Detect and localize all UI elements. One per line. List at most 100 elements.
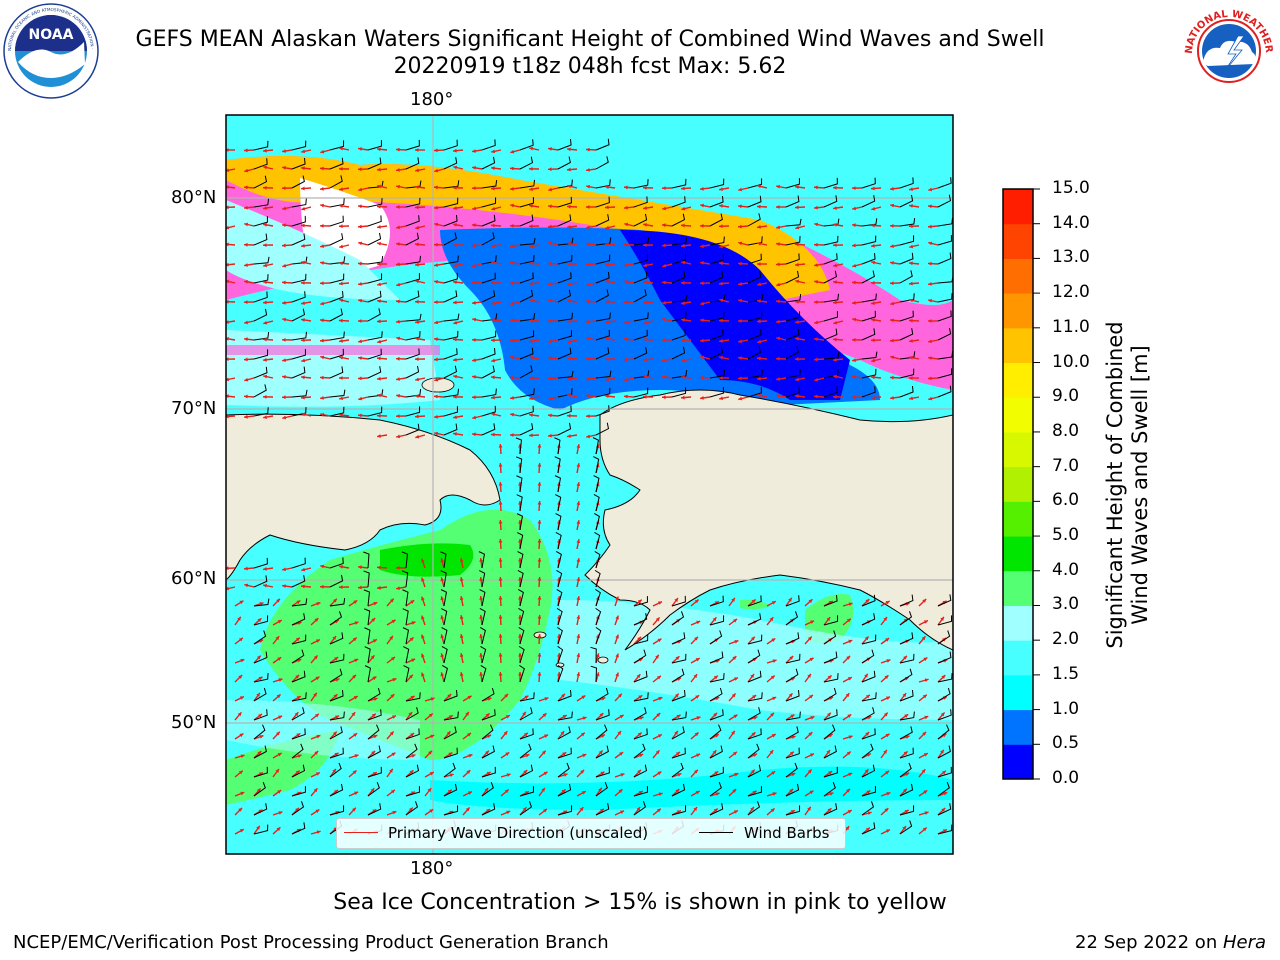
wave-arrow-head bbox=[789, 656, 794, 660]
colorbar-tick-label: 0.5 bbox=[1052, 733, 1080, 754]
wave-arrow-head bbox=[244, 566, 248, 571]
wave-arrow-head bbox=[560, 731, 565, 736]
wind-barb bbox=[367, 745, 381, 759]
wind-barb bbox=[709, 329, 724, 341]
wind-barb bbox=[405, 743, 418, 759]
wave-arrow-head bbox=[567, 299, 571, 303]
wave-arrow-head bbox=[396, 414, 400, 419]
wave-arrow-head bbox=[301, 206, 306, 211]
wind-barb bbox=[403, 665, 410, 683]
wind-barb bbox=[367, 157, 382, 170]
wind-barb bbox=[329, 632, 344, 645]
wind-barb bbox=[519, 423, 534, 436]
wind-barb bbox=[785, 747, 800, 759]
wind-barb bbox=[595, 289, 609, 303]
title-line-2: 20220919 t18z 048h fcst Max: 5.62 bbox=[393, 54, 787, 79]
wave-arrow-head bbox=[601, 696, 606, 701]
wind-barb bbox=[937, 824, 953, 835]
wave-arrow-head bbox=[738, 187, 743, 192]
wave-arrow-head bbox=[537, 558, 542, 562]
wave-arrow-head bbox=[719, 187, 723, 192]
wave-arrow-head bbox=[624, 377, 629, 382]
wave-arrow-head bbox=[320, 584, 324, 589]
wind-barb bbox=[937, 310, 952, 322]
colorbar-tick-label: 10.0 bbox=[1052, 351, 1090, 372]
colorbar-tick-label: 1.0 bbox=[1052, 698, 1080, 719]
wave-arrow-head bbox=[498, 482, 503, 486]
wave-arrow-head bbox=[828, 601, 833, 605]
wave-arrow-head bbox=[828, 771, 833, 775]
wind-barb bbox=[899, 611, 913, 626]
wind-barb bbox=[671, 178, 687, 189]
wind-barb bbox=[899, 194, 914, 208]
wind-barb bbox=[253, 575, 268, 588]
wave-arrow-head bbox=[377, 299, 381, 303]
wind-barb bbox=[443, 762, 456, 778]
wave-arrow-head bbox=[529, 318, 533, 323]
wind-barb bbox=[519, 255, 535, 265]
wave-arrow-head bbox=[448, 715, 453, 719]
wave-arrow-head bbox=[301, 584, 305, 589]
wave-arrow-head bbox=[244, 242, 248, 247]
wave-arrow-head bbox=[296, 600, 301, 605]
wave-arrow-head bbox=[278, 811, 283, 815]
wave-arrow-head bbox=[358, 356, 362, 360]
wind-barb bbox=[671, 668, 685, 683]
wave-arrow-head bbox=[719, 298, 724, 303]
wave-arrow-head bbox=[411, 658, 416, 663]
wave-arrow-head bbox=[580, 732, 585, 737]
wave-arrow-head bbox=[852, 337, 856, 342]
wind-barb bbox=[671, 370, 688, 379]
wave-arrow-head bbox=[373, 734, 378, 739]
wind-barb bbox=[329, 653, 345, 664]
wave-arrow-head bbox=[940, 712, 945, 717]
wave-arrow-head bbox=[244, 414, 248, 419]
wind-barb bbox=[291, 728, 306, 740]
wave-arrow-head bbox=[605, 225, 610, 230]
wave-arrow-head bbox=[358, 224, 362, 229]
wave-arrow-head bbox=[396, 434, 401, 439]
wind-barb bbox=[481, 709, 496, 721]
wave-arrow-head bbox=[871, 223, 875, 228]
wave-arrow-head bbox=[904, 714, 909, 718]
wave-arrow-head bbox=[928, 376, 932, 381]
wind-barb bbox=[899, 805, 915, 816]
wind-barb bbox=[785, 294, 802, 303]
wave-arrow-head bbox=[776, 377, 780, 381]
wave-arrow-head bbox=[479, 615, 484, 619]
wave-arrow-head bbox=[263, 206, 267, 210]
wind-barb bbox=[557, 347, 572, 360]
wave-arrow-head bbox=[883, 712, 888, 717]
wave-arrow-head bbox=[852, 223, 856, 228]
wind-barb bbox=[671, 271, 686, 284]
wave-legend-label: Primary Wave Direction (unscaled) bbox=[388, 824, 649, 842]
wind-barb bbox=[329, 308, 343, 322]
wind-barb bbox=[785, 668, 799, 683]
wave-arrow-head bbox=[244, 377, 249, 382]
wave-arrow-head bbox=[576, 577, 581, 582]
wave-arrow-head bbox=[434, 205, 438, 210]
wave-arrow-head bbox=[733, 810, 738, 814]
wind-barb bbox=[329, 290, 344, 303]
wind-barb bbox=[253, 140, 269, 151]
wave-arrow-head bbox=[655, 654, 659, 659]
wave-arrow-head bbox=[852, 206, 857, 211]
wave-arrow-head bbox=[459, 558, 464, 563]
wave-arrow-head bbox=[315, 772, 320, 776]
wave-arrow-head bbox=[677, 772, 682, 777]
wave-arrow-head bbox=[320, 166, 324, 171]
wave-arrow-head bbox=[846, 788, 850, 793]
wind-barb bbox=[633, 801, 647, 816]
wind-barb bbox=[519, 692, 535, 702]
wind-barb bbox=[747, 294, 764, 303]
wave-arrow-head bbox=[415, 279, 420, 284]
wave-arrow-head bbox=[808, 732, 813, 736]
wave-arrow-head bbox=[370, 655, 375, 660]
wave-arrow-head bbox=[738, 282, 742, 286]
wind-barb bbox=[747, 786, 762, 797]
wave-arrow-head bbox=[258, 772, 263, 776]
wave-arrow-head bbox=[637, 636, 642, 641]
wind-barb bbox=[481, 139, 496, 151]
wave-arrow-head bbox=[580, 769, 585, 774]
wind-barb bbox=[364, 627, 371, 645]
